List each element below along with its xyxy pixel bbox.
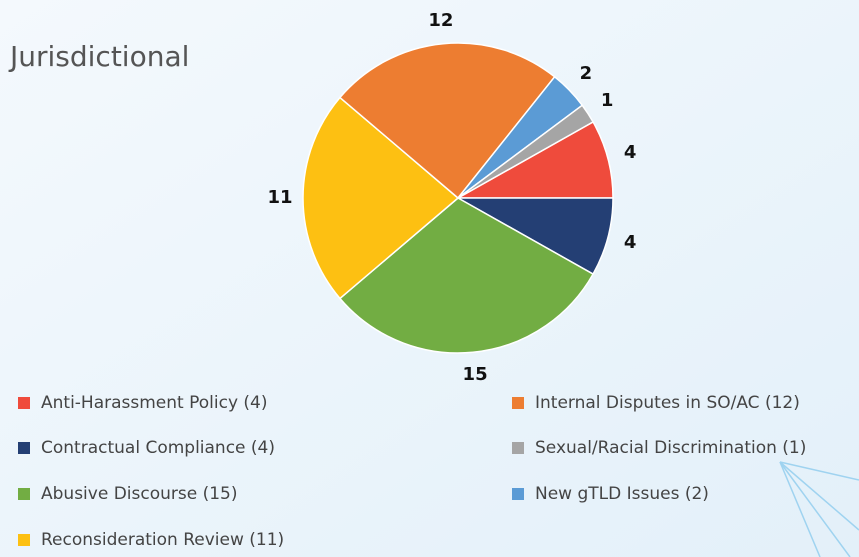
data-label: 11 <box>267 187 292 208</box>
legend-label: New gTLD Issues (2) <box>535 484 709 504</box>
pie-slice <box>302 96 460 300</box>
legend-swatch <box>512 397 524 409</box>
legend-label: Sexual/Racial Discrimination (1) <box>535 438 806 458</box>
legend-label: Reconsideration Review (11) <box>41 530 284 550</box>
chart-title: Jurisdictional <box>8 40 189 73</box>
decoration <box>779 461 859 557</box>
pie-slice <box>338 197 595 354</box>
legend-label: Internal Disputes in SO/AC (12) <box>535 393 800 413</box>
data-label: 1 <box>601 90 614 111</box>
legend-swatch <box>512 488 524 500</box>
data-label: 4 <box>624 232 637 253</box>
data-label: 2 <box>580 63 593 84</box>
legend-swatch <box>18 397 30 409</box>
data-label: 4 <box>624 142 637 163</box>
legend-swatch <box>18 442 30 454</box>
data-label: 12 <box>428 10 453 31</box>
legend-swatch <box>18 488 30 500</box>
pie-slice <box>338 42 556 200</box>
data-label: 15 <box>463 364 488 385</box>
legend-swatch <box>18 534 30 546</box>
legend-label: Anti-Harassment Policy (4) <box>41 393 268 413</box>
legend-swatch <box>512 442 524 454</box>
legend-label: Abusive Discourse (15) <box>41 484 238 504</box>
legend-label: Contractual Compliance (4) <box>41 438 275 458</box>
pie-slice <box>457 104 595 199</box>
